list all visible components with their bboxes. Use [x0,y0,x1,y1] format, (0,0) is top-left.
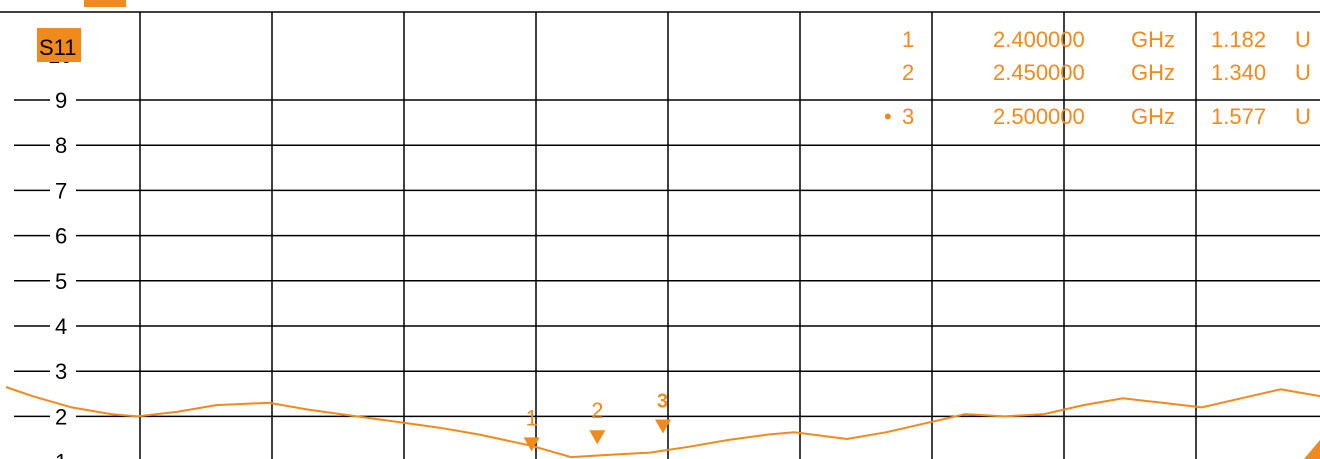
marker-row-3-frequency: 2.500000 [993,104,1085,129]
marker-row-2-value-unit: U [1295,60,1311,85]
y-tick-label-6: 6 [55,224,67,249]
y-tick-label-7: 7 [55,178,67,203]
marker-row-2[interactable]: 2 2.450000 GHz 1.340 U [902,60,1311,85]
y-tick-label-3: 3 [55,359,67,384]
marker-row-1[interactable]: 1 2.400000 GHz 1.182 U [902,27,1311,52]
y-tick-label-8: 8 [55,133,67,158]
marker-row-3[interactable]: • 3 2.500000 GHz 1.577 U [884,104,1311,129]
trace-label[interactable]: S11 [37,28,81,62]
y-tick-label-2: 2 [55,404,67,429]
marker-1-label: 1 [526,405,538,430]
marker-row-1-freq-unit: GHz [1131,27,1175,52]
marker-row-3-id: 3 [902,104,914,129]
marker-table: 1 2.400000 GHz 1.182 U 2 2.450000 GHz 1.… [884,27,1311,129]
y-tick-labels: 12345678910 [48,43,72,459]
marker-row-3-active-dot: • [884,104,892,129]
trace-label-text: S11 [39,35,77,60]
marker-row-3-value-unit: U [1295,104,1311,129]
marker-row-1-value-unit: U [1295,27,1311,52]
y-tick-label-4: 4 [55,314,67,339]
marker-row-3-freq-unit: GHz [1131,104,1175,129]
horizontal-gridlines [14,99,1320,418]
marker-2-label: 2 [591,398,603,423]
marker-3-triangle[interactable] [655,419,671,434]
y-tick-label-1: 1 [55,450,67,459]
s11-trace-line [5,386,1320,459]
marker-row-2-id: 2 [902,60,914,85]
marker-row-2-value: 1.340 [1211,60,1266,85]
y-tick-label-9: 9 [55,88,67,113]
marker-row-1-frequency: 2.400000 [993,27,1085,52]
marker-1-triangle[interactable] [523,437,540,452]
trace-label-bg [37,28,81,62]
marker-row-3-value: 1.577 [1211,104,1266,129]
marker-row-1-value: 1.182 [1211,27,1266,52]
marker-row-1-id: 1 [902,27,914,52]
marker-3-label: 3 [657,391,668,413]
marker-2-triangle[interactable] [589,430,606,445]
marker-row-2-freq-unit: GHz [1131,60,1175,85]
marker-row-2-frequency: 2.450000 [993,60,1085,85]
active-trace-indicator [84,0,126,7]
trace-markers: 1 2 3 [523,391,671,452]
right-edge-indicator [1304,440,1320,459]
y-tick-label-5: 5 [55,269,67,294]
